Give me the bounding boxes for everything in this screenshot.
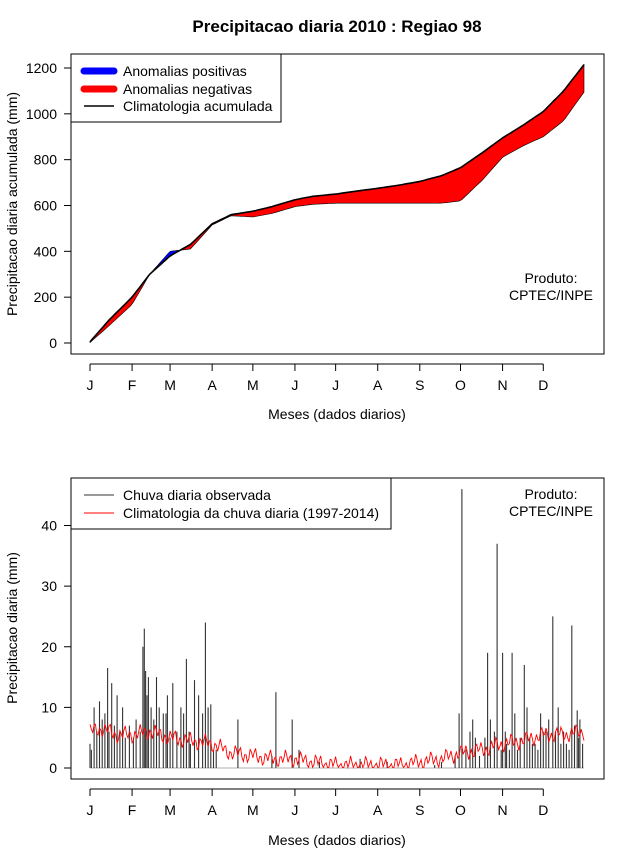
x-tick-label: A <box>207 802 217 818</box>
x-tick-label: M <box>164 802 176 818</box>
legend-climatology-label: Climatologia acumulada <box>123 98 273 114</box>
legend-positive-label: Anomalias positivas <box>123 63 247 79</box>
x-tick-label: O <box>455 377 466 393</box>
x-tick-label: O <box>455 802 466 818</box>
y-tick-label: 1000 <box>26 106 57 122</box>
x-tick-label: A <box>373 802 383 818</box>
x-tick-label: J <box>291 802 298 818</box>
x-tick-label: A <box>373 377 383 393</box>
observed-bars <box>89 489 584 768</box>
x-tick-label: F <box>128 377 137 393</box>
legend: Chuva diaria observada Climatologia da c… <box>70 477 392 530</box>
y-axis-label: Precipitacao diaria acumulada (mm) <box>4 92 20 316</box>
legend-negative-label: Anomalias negativas <box>123 81 252 97</box>
x-tick-label: F <box>128 802 137 818</box>
y-tick-label: 800 <box>34 152 58 168</box>
y-tick-label: 0 <box>49 760 57 776</box>
y-tick-label: 1200 <box>26 60 57 76</box>
x-tick-label: D <box>538 802 548 818</box>
x-axis-label: Meses (dados diarios) <box>268 832 406 848</box>
climatology-cumulative-line <box>89 64 585 343</box>
legend: Anomalias positivas Anomalias negativas … <box>70 53 282 123</box>
x-tick-label: M <box>164 377 176 393</box>
page-title: Precipitacao diaria 2010 : Regiao 98 <box>192 17 481 36</box>
credit-line-1: Produto: <box>525 486 578 502</box>
x-tick-label: S <box>415 377 424 393</box>
x-tick-label: M <box>247 377 259 393</box>
credit-line-2: CPTEC/INPE <box>509 287 593 303</box>
daily-precipitation-panel: 0 10 20 30 40 J F M A M J J A S O N D Precipitacao diar… <box>4 477 605 848</box>
y-tick-label: 10 <box>41 699 57 715</box>
y-tick-label: 30 <box>41 578 57 594</box>
y-tick-label: 40 <box>41 518 57 534</box>
cumulative-precipitation-panel: 0 200 400 600 800 1000 1200 J F M A M J J A S O N D Preci… <box>4 53 605 422</box>
x-tick-label: M <box>247 802 259 818</box>
x-tick-label: S <box>415 802 424 818</box>
x-tick-label: J <box>332 802 339 818</box>
credit-line-2: CPTEC/INPE <box>509 503 593 519</box>
legend-observed-label: Chuva diaria observada <box>123 487 271 503</box>
x-tick-label: J <box>87 377 94 393</box>
y-tick-label: 400 <box>34 243 58 259</box>
x-tick-label: N <box>498 377 508 393</box>
x-tick-label: N <box>498 802 508 818</box>
climatology-daily-line <box>89 723 585 770</box>
y-tick-label: 0 <box>49 335 57 351</box>
y-axis-label: Precipitacao diaria (mm) <box>4 552 20 704</box>
y-tick-label: 20 <box>41 639 57 655</box>
y-axis: 0 200 400 600 800 1000 1200 <box>26 60 72 351</box>
legend-climatology-label: Climatologia da chuva diaria (1997-2014) <box>123 505 379 521</box>
y-tick-label: 600 <box>34 198 58 214</box>
x-axis-label: Meses (dados diarios) <box>268 406 406 422</box>
x-tick-label: D <box>538 377 548 393</box>
x-tick-label: A <box>207 377 217 393</box>
credit-line-1: Produto: <box>525 270 578 286</box>
x-tick-label: J <box>332 377 339 393</box>
legend-box <box>70 477 392 530</box>
y-axis: 0 10 20 30 40 <box>41 518 72 776</box>
y-tick-label: 200 <box>34 289 58 305</box>
x-tick-label: J <box>87 802 94 818</box>
x-tick-label: J <box>291 377 298 393</box>
